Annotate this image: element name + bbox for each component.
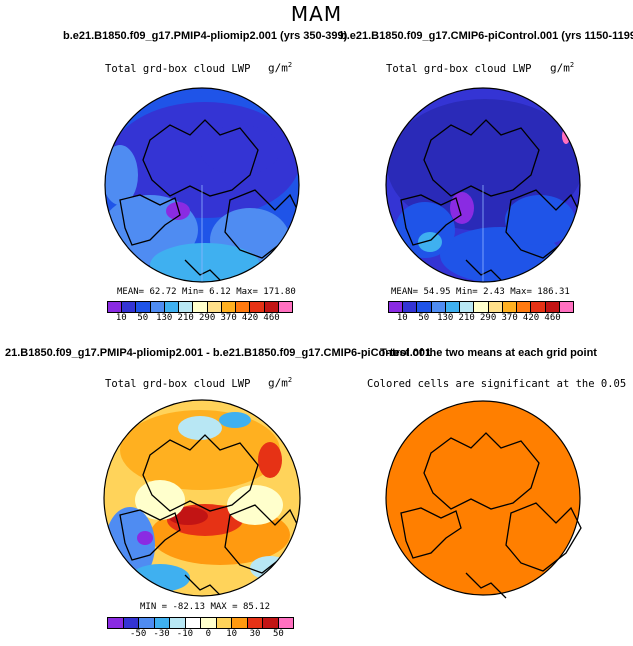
- colorbar-tick-label: 210: [177, 313, 194, 323]
- colorbar-swatch: [545, 302, 560, 312]
- colorbar-swatch: [250, 302, 265, 312]
- case-title-ttest: T-test of the two means at each grid poi…: [380, 347, 597, 359]
- colorbar-tick-label: -10: [176, 629, 194, 639]
- colorbar-tick-label: 0: [205, 629, 211, 639]
- colorbar-swatch: [139, 618, 155, 628]
- colorbar-swatch: [232, 618, 248, 628]
- colorbar-tick-label: 370: [501, 313, 518, 323]
- colorbar-tick-labels: -50 -30 -10 0 10 30 50: [107, 629, 294, 641]
- colorbar-swatch: [221, 302, 237, 312]
- colorbar-swatch: [216, 618, 232, 628]
- colorbar-tick-label: 30: [249, 629, 261, 639]
- colorbar-swatch: [264, 302, 279, 312]
- colorbar-swatch: [517, 302, 532, 312]
- colorbar-swatch: [185, 618, 201, 628]
- colorbar-tick-label: 10: [226, 629, 238, 639]
- colorbar-swatch: [278, 302, 293, 312]
- case-title-test: b.e21.B1850.f09_g17.PMIP4-pliomip2.001 (…: [63, 30, 348, 42]
- colorbar-swatches: [107, 301, 293, 313]
- stats-difference: MIN = -82.13 MAX = 85.12: [140, 602, 271, 612]
- colorbar-swatch: [193, 302, 208, 312]
- colorbar-swatch: [389, 302, 404, 312]
- colorbar-swatch: [164, 302, 180, 312]
- colorbar-swatch: [531, 302, 546, 312]
- case-title-difference: 21.B1850.f09_g17.PMIP4-pliomip2.001 - b.…: [5, 347, 432, 359]
- colorbar-swatch: [417, 302, 432, 312]
- colorbar-swatch: [559, 302, 574, 312]
- colorbar-tick-label: 10: [396, 313, 408, 323]
- units-label-test: g/m2: [268, 61, 293, 75]
- colorbar-swatch: [488, 302, 503, 312]
- colorbar-swatch: [431, 302, 446, 312]
- lwp-map-control: [385, 87, 581, 283]
- colorbar-swatch: [502, 302, 518, 312]
- colorbar-swatches: [388, 301, 574, 313]
- colorbar-tick-label: -50: [130, 629, 147, 639]
- stats-control: MEAN= 54.95 Min= 2.43 Max= 186.31: [391, 287, 570, 297]
- colorbar-swatch: [247, 618, 263, 628]
- variable-label-difference: Total grd-box cloud LWP: [105, 378, 251, 390]
- colorbar-tick-label: 460: [544, 313, 561, 323]
- colorbar-test: 10 50 130 210 290 370 420 460: [107, 301, 293, 325]
- variable-label-test: Total grd-box cloud LWP: [105, 63, 251, 75]
- colorbar-swatch: [460, 302, 475, 312]
- colorbar-tick-label: 210: [458, 313, 475, 323]
- colorbar-swatch: [179, 302, 194, 312]
- colorbar-swatch: [207, 302, 222, 312]
- colorbar-swatch: [263, 618, 279, 628]
- colorbar-tick-label: 50: [272, 629, 284, 639]
- colorbar-tick-label: 420: [241, 313, 259, 323]
- colorbar-tick-label: 50: [418, 313, 430, 323]
- colorbar-tick-label: 130: [437, 313, 454, 323]
- colorbar-swatch: [123, 618, 139, 628]
- colorbar-swatch: [154, 618, 170, 628]
- colorbar-tick-label: 420: [522, 313, 540, 323]
- colorbar-tick-labels: 10 50 130 210 290 370 420 460: [107, 313, 293, 325]
- lwp-map-test: [104, 87, 300, 283]
- colorbar-tick-label: 130: [156, 313, 173, 323]
- significance-fill: [386, 401, 580, 595]
- colorbar-swatch: [278, 618, 293, 628]
- colorbar-tick-label: 50: [137, 313, 149, 323]
- colorbar-swatch: [236, 302, 251, 312]
- colorbar-swatch: [403, 302, 418, 312]
- colorbar-tick-label: 10: [115, 313, 127, 323]
- colorbar-swatch: [170, 618, 186, 628]
- colorbar-tick-label: 460: [263, 313, 280, 323]
- plot-season-title: MAM: [290, 2, 343, 26]
- units-label-control: g/m2: [550, 61, 575, 75]
- colorbar-tick-labels: 10 50 130 210 290 370 420 460: [388, 313, 574, 325]
- stats-test: MEAN= 62.72 Min= 6.12 Max= 171.80: [117, 287, 296, 297]
- colorbar-tick-label: 290: [199, 313, 216, 323]
- colorbar-tick-label: 370: [220, 313, 237, 323]
- colorbar-swatch: [122, 302, 137, 312]
- ttest-note: Colored cells are significant at the 0.0…: [367, 378, 633, 390]
- colorbar-swatch: [201, 618, 217, 628]
- colorbar-swatch: [445, 302, 461, 312]
- colorbar-swatch: [108, 302, 123, 312]
- colorbar-swatch: [108, 618, 124, 628]
- ttest-map: [385, 400, 582, 599]
- colorbar-tick-label: 290: [480, 313, 497, 323]
- colorbar-swatch: [474, 302, 489, 312]
- units-label-difference: g/m2: [268, 376, 293, 390]
- colorbar-swatches: [107, 617, 294, 629]
- colorbar-swatch: [150, 302, 165, 312]
- case-title-control: b.e21.B1850.f09_g17.CMIP6-piControl.001 …: [340, 30, 633, 42]
- colorbar-swatch: [136, 302, 151, 312]
- colorbar-difference: -50 -30 -10 0 10 30 50: [107, 617, 294, 641]
- colorbar-tick-label: -30: [153, 629, 170, 639]
- variable-label-control: Total grd-box cloud LWP: [386, 63, 532, 75]
- lwp-map-difference: [103, 399, 301, 597]
- colorbar-control: 10 50 130 210 290 370 420 460: [388, 301, 574, 325]
